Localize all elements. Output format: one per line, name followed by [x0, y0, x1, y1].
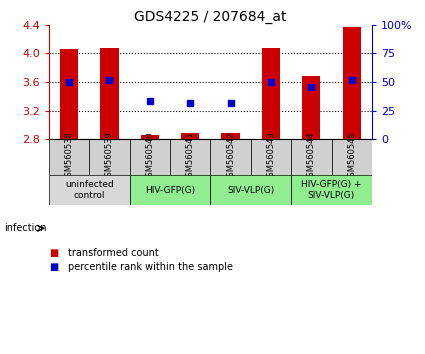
Text: SIV-VLP(G): SIV-VLP(G) — [227, 185, 275, 195]
Bar — [302, 76, 320, 139]
Text: GSM560540: GSM560540 — [145, 132, 154, 182]
Bar — [130, 175, 210, 205]
Bar — [343, 27, 361, 139]
Title: GDS4225 / 207684_at: GDS4225 / 207684_at — [134, 10, 286, 24]
Text: ■: ■ — [49, 248, 58, 258]
Text: HIV-GFP(G) +
SIV-VLP(G): HIV-GFP(G) + SIV-VLP(G) — [301, 181, 362, 200]
Text: transformed count: transformed count — [68, 248, 159, 258]
Text: GSM560544: GSM560544 — [307, 132, 316, 182]
Bar — [291, 139, 332, 175]
Text: GSM560545: GSM560545 — [347, 132, 356, 182]
Bar — [221, 133, 240, 139]
Bar — [181, 133, 199, 139]
Text: GSM560543: GSM560543 — [266, 132, 275, 182]
Text: infection: infection — [4, 223, 47, 233]
Bar — [170, 139, 210, 175]
Text: GSM560541: GSM560541 — [186, 132, 195, 182]
Text: GSM560539: GSM560539 — [105, 132, 114, 182]
Bar — [291, 175, 372, 205]
Text: percentile rank within the sample: percentile rank within the sample — [68, 262, 233, 272]
Text: GSM560538: GSM560538 — [65, 132, 74, 183]
Text: HIV-GFP(G): HIV-GFP(G) — [145, 185, 195, 195]
Bar — [210, 139, 251, 175]
Bar — [49, 139, 89, 175]
Bar — [141, 135, 159, 139]
Text: uninfected
control: uninfected control — [65, 181, 113, 200]
Text: GSM560542: GSM560542 — [226, 132, 235, 182]
Bar — [100, 48, 119, 139]
Text: ■: ■ — [49, 262, 58, 272]
Bar — [210, 175, 291, 205]
Bar — [130, 139, 170, 175]
Bar — [60, 49, 78, 139]
Bar — [251, 139, 291, 175]
Bar — [49, 175, 130, 205]
Bar — [89, 139, 130, 175]
Bar — [262, 48, 280, 139]
Bar — [332, 139, 372, 175]
